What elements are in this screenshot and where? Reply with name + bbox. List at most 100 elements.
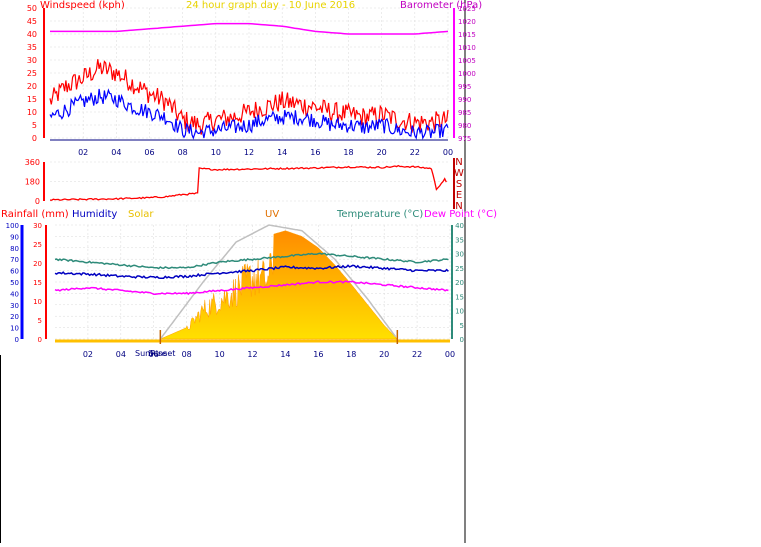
wind-x-tick: 00 <box>443 148 453 157</box>
direction-axis-tick: 0 <box>35 197 40 206</box>
barometer-axis-tick: 985 <box>458 109 471 117</box>
humidity-axis-tick: 0 <box>15 336 19 344</box>
wind-x-tick: 10 <box>211 148 221 157</box>
wind-axis-tick: 45 <box>27 17 37 26</box>
rainfall-axis-tick: 15 <box>33 279 42 287</box>
barometer-axis-tick: 1015 <box>458 31 476 39</box>
temperature-axis-tick: 30 <box>455 251 464 259</box>
graph-title: 24 hour graph day - 10 June 2016 <box>186 0 356 11</box>
wind-axis-tick: 5 <box>32 121 37 130</box>
compass-label: E <box>456 190 462 201</box>
humidity-axis-tick: 50 <box>10 279 19 287</box>
wind-axis-tick: 50 <box>27 4 37 13</box>
barometer-series-line <box>50 22 449 35</box>
rainfall-axis-tick: 20 <box>33 260 42 268</box>
temperature-axis-tick: 10 <box>455 308 464 316</box>
wind-x-tick: 04 <box>111 148 121 157</box>
wind-x-tick: 18 <box>343 148 353 157</box>
bottom-x-tick: 10 <box>214 350 224 359</box>
dew-point-series-line <box>54 280 449 296</box>
bottom-x-tick: 04 <box>116 350 126 359</box>
barometer-axis-tick: 995 <box>458 83 471 91</box>
barometer-axis-label: Barometer (hPa) <box>400 0 483 11</box>
humidity-axis-tick: 90 <box>10 233 19 241</box>
wind-axis-tick: 25 <box>27 69 37 78</box>
bottom-x-tick: 08 <box>182 350 192 359</box>
temperature-axis-tick: 0 <box>460 336 464 344</box>
temperature-axis-tick: 25 <box>455 265 464 273</box>
rainfall-axis-tick: 10 <box>33 298 42 306</box>
barometer-axis-tick: 990 <box>458 96 471 104</box>
temperature-axis-tick: 20 <box>455 279 464 287</box>
wind-x-tick: 02 <box>78 148 88 157</box>
legend-uv: UV <box>265 209 280 220</box>
wind-axis-tick: 10 <box>27 108 37 117</box>
humidity-axis-tick: 80 <box>10 245 19 253</box>
wind-x-tick: 14 <box>277 148 287 157</box>
wind-axis-tick: 15 <box>27 95 37 104</box>
rainfall-axis-tick: 25 <box>33 241 42 249</box>
barometer-axis-tick: 1000 <box>458 70 476 78</box>
compass-label: N <box>455 201 462 212</box>
direction-series-line <box>49 164 447 201</box>
wind-axis-tick: 35 <box>27 43 37 52</box>
humidity-axis-tick: 70 <box>10 256 19 264</box>
sunset-label: Sunset <box>148 349 176 358</box>
legend-solar: Solar <box>128 209 154 220</box>
wind-axis-tick: 0 <box>32 134 37 143</box>
bottom-x-tick: 18 <box>346 350 356 359</box>
bottom-x-tick: 12 <box>247 350 257 359</box>
bottom-x-tick: 22 <box>412 350 422 359</box>
temperature-axis-tick: 35 <box>455 236 464 244</box>
bottom-x-tick: 20 <box>379 350 389 359</box>
legend-dew-point: Dew Point (°C) <box>424 209 498 220</box>
barometer-axis-tick: 975 <box>458 135 471 143</box>
humidity-axis-tick: 40 <box>10 290 19 298</box>
direction-axis-tick: 360 <box>25 158 40 167</box>
temperature-series-line <box>54 252 449 270</box>
temperature-axis-tick: 40 <box>455 222 464 230</box>
humidity-series-line <box>54 264 449 280</box>
barometer-axis-tick: 980 <box>458 122 471 130</box>
compass-label: W <box>454 168 464 179</box>
wind-x-tick: 16 <box>310 148 320 157</box>
gust-series-line <box>49 59 449 135</box>
wind-x-tick: 22 <box>410 148 420 157</box>
compass-label: N <box>455 157 462 168</box>
sunrise-label: SunRise <box>135 349 168 358</box>
barometer-axis-tick: 1020 <box>458 18 476 26</box>
humidity-axis-tick: 30 <box>10 302 19 310</box>
wind-axis-tick: 40 <box>27 30 37 39</box>
compass-label: S <box>456 179 462 190</box>
wind-axis-tick: 20 <box>27 82 37 91</box>
wind-x-tick: 12 <box>244 148 254 157</box>
rainfall-axis-tick: 0 <box>38 336 42 344</box>
rainfall-axis-tick: 5 <box>38 317 42 325</box>
legend-rainfall: Rainfall (mm) <box>1 209 69 220</box>
bottom-x-tick: 00 <box>445 350 455 359</box>
bottom-x-tick: 16 <box>313 350 323 359</box>
temperature-axis-tick: 15 <box>455 293 464 301</box>
humidity-axis-tick: 10 <box>10 325 19 333</box>
humidity-axis-tick: 20 <box>10 313 19 321</box>
temperature-axis-tick: 5 <box>460 322 464 330</box>
bottom-x-tick: 14 <box>280 350 290 359</box>
barometer-axis-tick: 1010 <box>458 44 476 52</box>
avg-wind-series-line <box>49 88 449 140</box>
barometer-axis-tick: 1025 <box>458 5 476 13</box>
legend-humidity: Humidity <box>72 209 118 220</box>
wind-x-tick: 06 <box>144 148 154 157</box>
wind-x-tick: 08 <box>178 148 188 157</box>
barometer-axis-tick: 1005 <box>458 57 476 65</box>
bottom-x-tick: 02 <box>83 350 93 359</box>
rainfall-axis-tick: 30 <box>33 222 42 230</box>
bottom-x-tick: 06 <box>149 350 159 359</box>
wind-x-tick: 20 <box>377 148 387 157</box>
windspeed-axis-label: Windspeed (kph) <box>40 0 125 11</box>
direction-axis-tick: 180 <box>25 178 40 187</box>
wind-axis-tick: 30 <box>27 56 37 65</box>
legend-temperature: Temperature (°C) <box>337 209 424 220</box>
humidity-axis-tick: 60 <box>10 268 19 276</box>
